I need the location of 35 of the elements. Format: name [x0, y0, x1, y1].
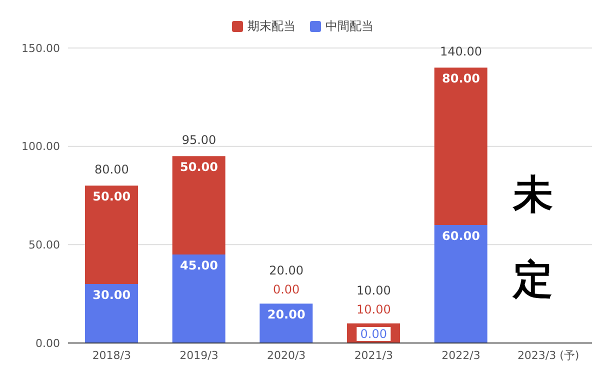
data-label: 0.00: [272, 282, 300, 297]
data-label: 45.00: [180, 258, 218, 272]
data-label: 50.00: [92, 190, 131, 204]
total-label: 95.00: [182, 133, 216, 148]
data-label: 30.00: [92, 288, 131, 302]
data-label: 60.00: [442, 229, 480, 243]
x-tick-label: 2022/3: [442, 348, 480, 362]
data-label: 0.00: [360, 327, 388, 341]
x-tick-label: 2018/3: [92, 348, 132, 362]
annotation: 未定: [511, 171, 554, 305]
legend-label: 中間配当: [324, 18, 374, 35]
y-tick-label: 100.00: [22, 140, 60, 154]
bar: [434, 68, 488, 225]
data-label: 80.00: [442, 72, 480, 86]
data-label: 50.00: [180, 160, 218, 174]
x-tick-label: 2023/3 (予): [517, 348, 580, 362]
x-tick-label: 2019/3: [180, 348, 218, 362]
bar: [260, 304, 313, 343]
bar: [434, 225, 488, 343]
total-label: 80.00: [94, 162, 129, 177]
legend-label: 期末配当: [246, 18, 296, 35]
data-label: 20.00: [267, 308, 306, 322]
y-tick-label: 150.00: [22, 42, 60, 55]
y-tick-label: 50.00: [28, 238, 60, 252]
total-label: 10.00: [356, 302, 391, 316]
x-tick-label: 2020/3: [266, 348, 306, 362]
bar: [85, 186, 138, 284]
total-label: 20.00: [269, 264, 304, 278]
bar: [85, 284, 138, 343]
total-label: 140.00: [440, 44, 482, 59]
x-tick-label: 2021/3: [354, 348, 394, 362]
bar: [172, 156, 226, 254]
bar: [172, 254, 226, 343]
data-label: 10.00: [356, 283, 391, 298]
y-tick-label: 0.00: [36, 336, 60, 350]
